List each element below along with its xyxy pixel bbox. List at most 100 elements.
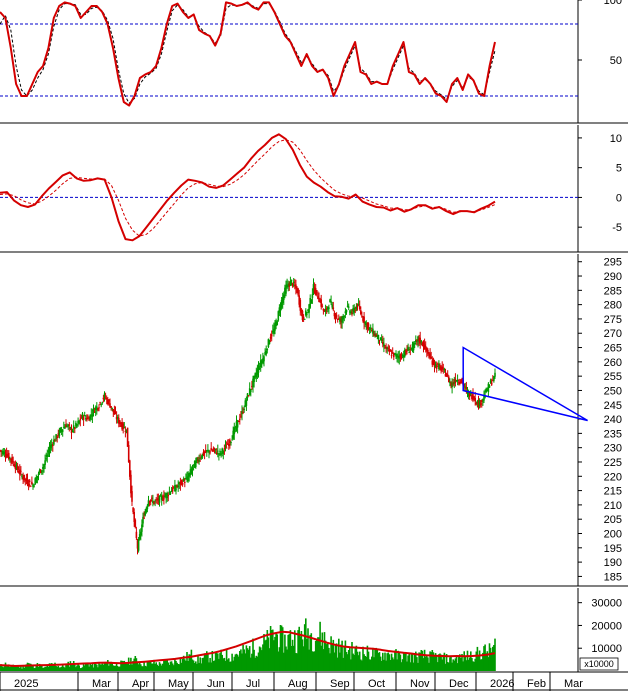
volume-bar [494,638,496,671]
candle-body [374,333,376,335]
volume-bar [460,658,462,671]
volume-bar [365,656,368,671]
candle-body [440,366,442,371]
volume-bar [138,661,141,671]
candle-body [23,474,25,481]
candle-body [317,296,319,299]
volume-bar [437,662,439,671]
volume-bar [484,644,486,671]
candle-body [226,443,229,445]
volume-bar [211,651,214,671]
candle-body [384,347,386,349]
candle-body [428,356,430,358]
candle-body [81,413,84,419]
candle-body [423,344,426,350]
volume-bar [462,661,464,671]
volume-bar [153,659,155,671]
candle-body [263,356,265,362]
candle-body [296,287,298,293]
volume-bar [121,660,123,671]
candle-body [15,464,18,467]
candle-body [439,365,441,367]
volume-bar [97,667,99,671]
candle-body [489,380,492,383]
candle-body [181,482,184,485]
candle-body [461,378,463,382]
volume-bar [30,663,32,671]
volume-bar [19,667,21,671]
candle-body [357,304,360,306]
candle-body [159,495,162,497]
volume-bar [213,660,216,671]
candle-body [174,485,176,492]
candle-body [91,414,94,417]
volume-bar [156,664,159,671]
candle-body [224,445,227,447]
candle-body [80,417,83,419]
volume-bar [26,662,29,671]
candle-body [122,423,124,429]
candle-body [178,482,181,485]
volume-bar [401,659,404,671]
candle-body [124,431,127,432]
candle-body [435,366,438,369]
y-tick-label: 280 [604,300,622,312]
volume-bar [209,658,211,671]
volume-bar [397,650,399,671]
volume-bar [285,646,287,671]
volume-bar [478,650,481,671]
volume-bar [71,663,74,671]
candle-body [311,294,314,298]
candle-body [5,453,8,458]
candle-body [418,337,420,341]
volume-bar [221,654,223,671]
volume-bar [474,658,476,671]
candle-body [482,398,484,401]
candle-body [492,380,494,382]
volume-bar [64,667,66,671]
volume-bar [181,658,184,671]
volume-bar [459,654,461,671]
volume-bar [266,630,269,671]
candle-body [475,402,478,405]
volume-bar [5,666,8,671]
y-tick-label: 10000 [591,643,622,655]
volume-bar [63,666,65,671]
candle-body [332,307,335,310]
volume-bar [470,651,472,671]
candle-body [371,330,373,332]
volume-bar [13,666,16,671]
candle-body [297,288,299,295]
candle-body [267,339,270,348]
volume-bar [329,653,331,671]
candle-body [236,420,239,428]
volume-bar [198,662,200,671]
volume-bar [140,664,142,671]
volume-bar [83,665,86,671]
volume-bar [24,665,27,671]
volume-bar [134,656,137,671]
volume-bar [34,667,36,671]
candle-body [4,455,7,457]
candle-body [453,382,456,384]
candle-body [68,424,71,426]
candle-body [110,406,112,408]
volume-bar [239,651,241,671]
volume-bar [89,663,91,671]
candle-body [375,334,377,337]
candle-body [284,287,286,294]
volume-bar [319,621,321,671]
volume-bar [410,653,413,671]
volume-bar [144,665,146,671]
candle-body [93,411,96,413]
candle-body [471,395,473,399]
volume-bar [290,646,293,671]
candle-body [481,400,483,402]
volume-bar [16,666,19,671]
volume-bar [490,652,493,671]
volume-bar [407,655,409,671]
candle-body [199,457,201,459]
stochastic-signal-line [0,3,496,104]
candle-body [254,373,256,378]
volume-bar [277,651,280,671]
